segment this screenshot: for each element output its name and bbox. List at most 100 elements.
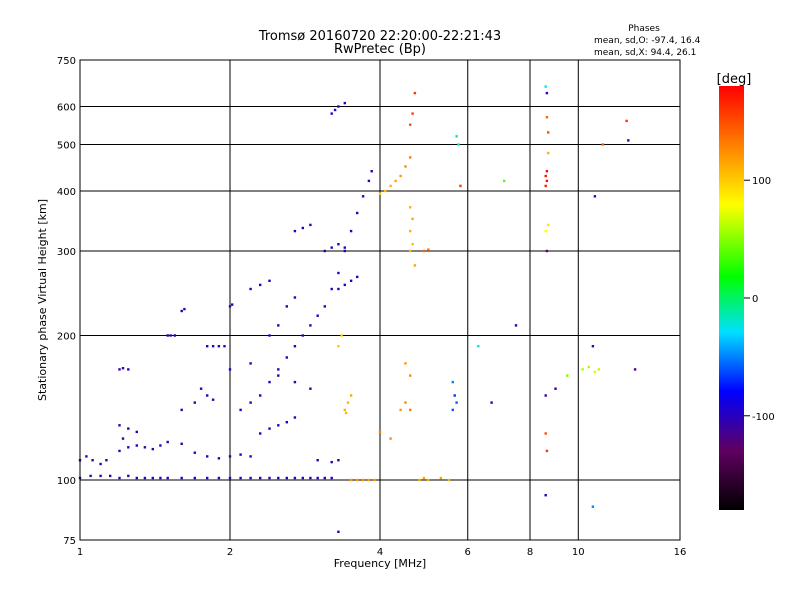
data-point <box>228 305 232 308</box>
data-point <box>118 476 121 480</box>
data-point <box>547 223 550 227</box>
data-point <box>259 394 262 397</box>
data-point <box>301 476 304 480</box>
x-tick-label: 4 <box>377 547 383 558</box>
data-point <box>411 217 414 221</box>
data-point <box>285 421 288 424</box>
data-point <box>166 440 169 444</box>
data-point <box>323 249 326 253</box>
data-point <box>183 307 186 311</box>
data-point <box>259 476 262 480</box>
data-point <box>127 446 130 449</box>
data-point <box>514 324 518 327</box>
data-point <box>268 279 271 282</box>
data-point <box>333 108 337 112</box>
data-point <box>228 455 232 458</box>
data-point <box>427 248 430 251</box>
data-point <box>118 368 121 371</box>
data-point <box>323 305 326 308</box>
data-point <box>277 368 280 371</box>
data-point <box>268 476 271 480</box>
data-point <box>477 345 480 348</box>
data-point <box>301 334 304 337</box>
data-point <box>159 476 162 480</box>
data-point <box>399 174 402 178</box>
data-point <box>544 494 547 497</box>
data-point <box>223 345 226 348</box>
data-point <box>409 229 412 233</box>
data-point <box>633 368 637 371</box>
data-point <box>367 179 371 183</box>
grid-layer <box>80 60 680 540</box>
data-point <box>346 401 350 404</box>
data-point <box>316 314 319 317</box>
data-point <box>169 334 172 337</box>
data-point <box>293 229 297 233</box>
data-point <box>344 411 348 415</box>
data-point <box>85 455 88 458</box>
data-point <box>597 368 601 371</box>
data-point <box>361 195 365 198</box>
data-point <box>337 459 340 462</box>
data-point <box>121 437 125 440</box>
data-point <box>627 139 630 142</box>
data-point <box>404 362 407 365</box>
data-point <box>135 444 138 447</box>
data-point <box>337 345 340 348</box>
y-tick-label: 75 <box>63 536 76 547</box>
data-point <box>404 165 407 168</box>
data-point <box>378 430 382 434</box>
data-point <box>166 476 169 480</box>
data-point <box>349 229 353 233</box>
data-point <box>277 424 280 427</box>
data-point <box>581 368 584 371</box>
data-point <box>343 246 346 249</box>
data-point <box>277 476 280 480</box>
data-point <box>217 476 221 480</box>
data-point <box>544 229 547 233</box>
data-point <box>545 179 549 183</box>
data-point <box>409 156 412 159</box>
data-point <box>121 367 125 370</box>
data-point <box>453 394 456 397</box>
data-point <box>389 184 392 188</box>
data-point <box>409 408 412 412</box>
data-point <box>193 401 196 404</box>
data-point <box>343 249 346 253</box>
data-point <box>373 478 376 482</box>
data-point <box>285 476 288 480</box>
data-point <box>135 476 138 480</box>
data-point <box>249 401 252 404</box>
data-point <box>301 226 304 230</box>
data-point <box>544 394 547 397</box>
data-point <box>249 287 252 291</box>
data-point <box>127 427 130 430</box>
data-point <box>259 283 262 287</box>
data-point <box>545 170 549 173</box>
data-point <box>180 476 183 480</box>
data-point <box>413 264 417 267</box>
data-point <box>349 279 353 282</box>
data-point <box>591 505 595 508</box>
data-point <box>591 345 595 348</box>
data-point <box>545 449 549 453</box>
data-point <box>193 476 196 480</box>
data-point <box>601 143 604 146</box>
data-point <box>544 184 547 188</box>
data-point <box>268 334 271 337</box>
data-point <box>411 243 414 246</box>
data-point <box>349 394 353 397</box>
x-tick-label: 10 <box>572 547 585 558</box>
data-point <box>349 478 353 482</box>
data-point <box>399 408 402 412</box>
data-point <box>545 249 549 253</box>
data-point <box>277 324 280 327</box>
data-point <box>455 135 458 138</box>
data-point <box>370 170 373 173</box>
data-point <box>228 476 232 480</box>
data-point <box>105 459 108 462</box>
data-point <box>135 430 138 434</box>
tick-label-layer: 1 2 4 6 8 10 16 75 100 200 300 400 500 600 750 <box>57 56 686 558</box>
data-point <box>109 474 112 478</box>
